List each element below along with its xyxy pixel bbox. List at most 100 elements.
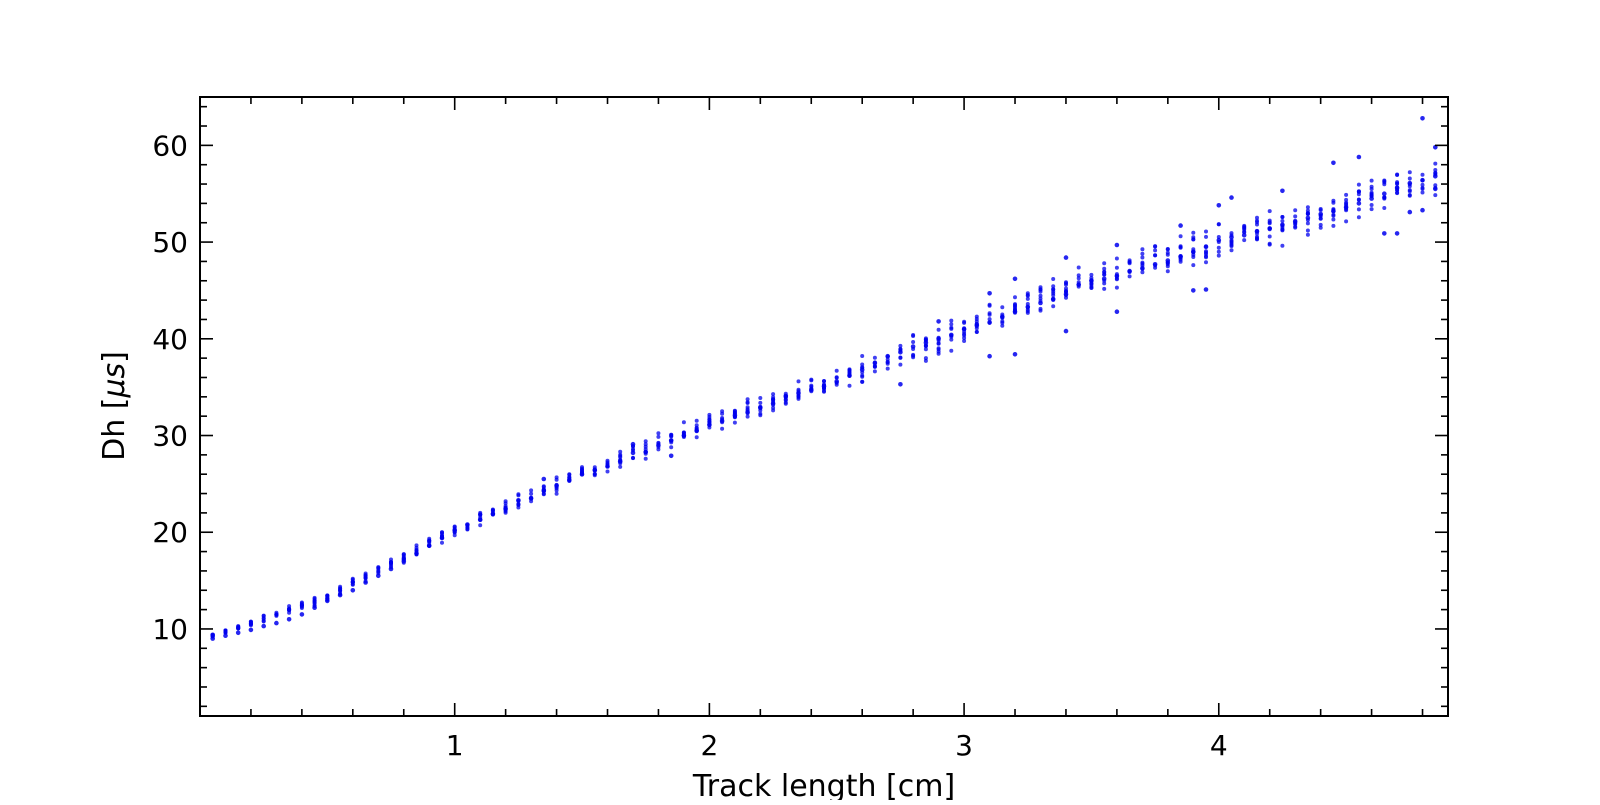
data-point bbox=[1305, 221, 1310, 226]
data-point bbox=[668, 453, 674, 459]
tick-labels-layer: 1 2 3 4 10 20 30 40 50 60 bbox=[152, 129, 1227, 762]
data-point bbox=[1255, 236, 1259, 241]
data-point bbox=[1178, 254, 1183, 258]
data-point bbox=[1344, 219, 1349, 224]
data-point bbox=[822, 379, 826, 383]
data-point bbox=[1089, 278, 1094, 283]
data-point bbox=[1305, 228, 1310, 233]
data-point bbox=[643, 451, 648, 456]
data-point bbox=[274, 612, 279, 617]
data-point bbox=[1305, 218, 1310, 222]
data-point bbox=[1382, 179, 1387, 184]
data-point bbox=[860, 379, 865, 384]
data-point bbox=[338, 584, 343, 589]
data-point bbox=[796, 392, 801, 397]
data-point bbox=[898, 355, 903, 360]
data-point bbox=[541, 476, 547, 482]
data-point bbox=[248, 627, 254, 633]
data-point bbox=[962, 339, 967, 343]
data-point bbox=[516, 499, 521, 504]
data-point bbox=[618, 454, 623, 458]
data-point bbox=[1407, 209, 1413, 215]
data-point bbox=[312, 603, 317, 608]
data-point bbox=[720, 416, 725, 420]
x-axis-label: Track length [cm] bbox=[692, 769, 955, 800]
data-point bbox=[1051, 304, 1056, 309]
data-point bbox=[286, 617, 292, 622]
data-point bbox=[949, 318, 954, 323]
data-point bbox=[287, 607, 292, 612]
data-point bbox=[911, 333, 916, 337]
data-point bbox=[427, 543, 432, 548]
data-point bbox=[1433, 161, 1438, 166]
y-axis-label-close: ] bbox=[97, 351, 132, 363]
data-point bbox=[1102, 278, 1107, 283]
data-point bbox=[1216, 222, 1221, 227]
data-point bbox=[1267, 241, 1272, 246]
data-point bbox=[1140, 266, 1145, 271]
data-point bbox=[1140, 255, 1145, 260]
data-point bbox=[440, 540, 444, 545]
data-point bbox=[809, 383, 814, 388]
data-point bbox=[503, 510, 508, 515]
data-point bbox=[1420, 186, 1425, 191]
data-point bbox=[707, 419, 712, 424]
data-point bbox=[1318, 208, 1323, 213]
data-point bbox=[478, 523, 483, 528]
data-point bbox=[1191, 288, 1196, 293]
data-point bbox=[1433, 168, 1438, 172]
data-point bbox=[936, 319, 941, 324]
data-point bbox=[1229, 248, 1234, 253]
data-point bbox=[1356, 189, 1361, 194]
data-point bbox=[872, 363, 877, 368]
data-point bbox=[1241, 233, 1247, 238]
data-point bbox=[911, 347, 916, 351]
data-point bbox=[962, 327, 967, 332]
data-point bbox=[1229, 195, 1234, 200]
data-point bbox=[325, 596, 330, 601]
data-point bbox=[1089, 272, 1094, 277]
data-point bbox=[1051, 277, 1056, 281]
data-point bbox=[401, 556, 406, 561]
data-point bbox=[1191, 247, 1196, 252]
data-point bbox=[210, 634, 215, 639]
data-point bbox=[1178, 234, 1183, 239]
data-point bbox=[656, 440, 661, 445]
data-point bbox=[860, 354, 865, 358]
data-point bbox=[834, 375, 839, 380]
x-tick-label: 3 bbox=[955, 729, 973, 762]
data-point bbox=[745, 414, 750, 419]
data-point bbox=[541, 491, 546, 496]
ticks-layer bbox=[200, 97, 1448, 716]
data-point bbox=[949, 322, 954, 327]
data-point bbox=[1420, 116, 1425, 121]
data-point bbox=[745, 405, 750, 410]
data-point bbox=[872, 369, 877, 374]
data-point bbox=[720, 426, 725, 431]
data-point bbox=[923, 347, 928, 352]
data-point bbox=[898, 382, 903, 387]
data-point bbox=[1089, 284, 1094, 289]
data-point bbox=[1000, 305, 1005, 310]
data-point bbox=[923, 343, 928, 348]
data-point bbox=[1204, 229, 1208, 234]
data-point bbox=[911, 340, 916, 344]
data-point bbox=[1356, 201, 1362, 206]
data-point bbox=[1165, 250, 1170, 255]
data-point bbox=[554, 477, 559, 482]
data-point bbox=[962, 319, 967, 324]
data-point bbox=[1356, 182, 1361, 187]
data-point bbox=[1012, 352, 1018, 357]
data-point bbox=[1344, 208, 1349, 213]
data-point bbox=[1382, 206, 1387, 210]
data-point bbox=[1204, 234, 1208, 239]
data-point bbox=[669, 440, 674, 445]
data-point bbox=[1140, 247, 1145, 252]
data-point bbox=[707, 425, 712, 430]
data-point bbox=[338, 592, 343, 597]
data-point bbox=[1242, 225, 1247, 230]
data-point bbox=[1255, 231, 1259, 236]
data-point bbox=[809, 386, 814, 391]
data-point bbox=[618, 459, 623, 464]
data-point bbox=[1051, 287, 1056, 292]
